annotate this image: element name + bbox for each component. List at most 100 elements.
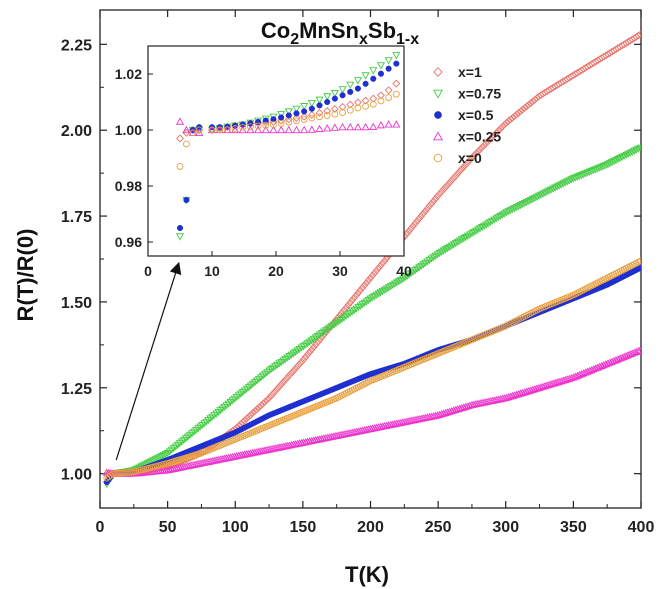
inset-data-point: [361, 122, 370, 131]
data-point: [524, 197, 533, 206]
data-point: [267, 391, 275, 400]
data-point: [530, 194, 539, 202]
data-point: [614, 156, 622, 164]
data-point: [147, 458, 156, 466]
data-point: [634, 31, 641, 40]
data-point: [512, 110, 521, 119]
y-tick-label: 1.75: [61, 209, 92, 226]
data-point: [482, 139, 490, 148]
inset-data-point: [353, 77, 362, 85]
data-point: [530, 95, 539, 104]
data-point: [380, 256, 389, 265]
inset-data-point: [277, 116, 286, 125]
inset-x-tick-label: 30: [332, 263, 348, 279]
inset-data-point: [315, 109, 324, 117]
data-point: [427, 199, 436, 208]
inset-data-point: [308, 105, 315, 112]
inset-data-point: [323, 107, 332, 115]
data-point: [457, 165, 466, 173]
data-point: [500, 120, 509, 129]
data-point: [605, 160, 614, 168]
data-point: [597, 163, 606, 171]
data-point: [362, 278, 371, 287]
data-point: [591, 166, 600, 174]
inset-data-point: [392, 52, 401, 60]
data-point: [188, 453, 196, 461]
data-point: [291, 364, 300, 373]
data-point: [151, 456, 160, 464]
data-point: [581, 170, 590, 178]
data-point: [360, 281, 369, 290]
data-point: [431, 194, 440, 203]
data-point: [520, 200, 529, 208]
inset-y-tick-label: 1.02: [115, 66, 142, 82]
legend-label: x=0.25: [458, 129, 501, 145]
inset-data-point: [246, 123, 254, 131]
inset-data-point: [262, 117, 269, 124]
data-point: [559, 180, 568, 188]
inset-data-point: [208, 126, 216, 134]
inset-data-point: [285, 112, 292, 119]
data-point: [504, 117, 513, 125]
data-point: [159, 452, 168, 460]
inset-x-tick-label: 10: [204, 263, 220, 279]
data-point: [149, 457, 158, 465]
inset-data-point: [176, 134, 184, 143]
data-point: [309, 343, 318, 351]
legend-marker: [433, 89, 443, 99]
data-point: [474, 147, 482, 156]
data-point: [536, 191, 545, 199]
data-point: [514, 109, 523, 117]
inset-data-point: [330, 105, 339, 113]
inset-data-point: [376, 62, 386, 70]
data-point: [577, 171, 586, 180]
data-point: [328, 321, 336, 329]
legend-item: x=0: [433, 150, 482, 166]
inset-data-point: [362, 80, 369, 87]
inset-x-tick-label: 20: [268, 263, 284, 279]
inset-data-point: [385, 65, 392, 72]
data-point: [186, 453, 194, 462]
inset-data-point: [377, 70, 385, 77]
data-point: [342, 303, 350, 312]
inset-data-point: [176, 162, 184, 170]
inset-data-point: [353, 122, 362, 131]
data-point: [407, 224, 415, 233]
data-point: [184, 454, 192, 463]
data-point: [607, 159, 616, 167]
inset-data-point: [393, 60, 400, 67]
legend-marker: [433, 153, 443, 163]
data-point: [583, 169, 592, 177]
data-point: [601, 162, 610, 170]
data-point: [634, 346, 641, 355]
data-point: [516, 202, 525, 210]
data-point: [155, 454, 164, 462]
inset-data-point: [315, 124, 324, 133]
inset-data-point: [239, 123, 247, 131]
data-point: [421, 207, 430, 215]
inset-data-point: [284, 125, 293, 134]
series-x-0-75: [102, 144, 641, 489]
data-point: [364, 276, 373, 285]
data-point: [476, 145, 484, 154]
inset-data-point: [339, 92, 346, 99]
inset-data-point: [284, 115, 293, 124]
data-point: [346, 298, 355, 307]
data-point: [484, 137, 493, 146]
data-point: [411, 219, 419, 228]
inset-data-point: [384, 86, 393, 95]
data-point: [462, 160, 470, 169]
data-point: [459, 162, 468, 171]
inset-data-point: [354, 85, 361, 92]
data-point: [630, 147, 639, 155]
legend-label: x=0.75: [458, 86, 501, 102]
data-point: [575, 172, 584, 180]
data-point: [265, 394, 273, 402]
inset-data-point: [189, 129, 197, 137]
inset-x-tick-label: 0: [144, 263, 152, 279]
x-tick-label: 100: [222, 519, 249, 536]
data-point: [571, 174, 580, 182]
title-part-s2: x: [359, 31, 368, 48]
data-point: [356, 286, 365, 295]
data-point: [603, 161, 612, 169]
